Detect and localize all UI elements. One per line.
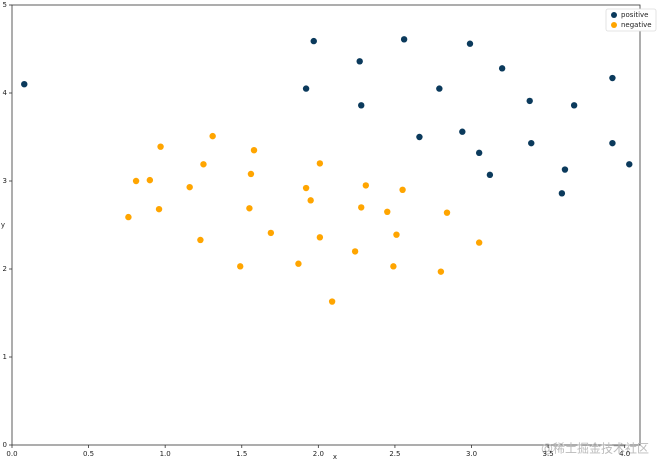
point — [570, 102, 578, 109]
point — [200, 161, 207, 168]
point — [390, 263, 397, 270]
point — [146, 176, 154, 184]
point — [558, 190, 566, 197]
point — [295, 260, 302, 267]
legend-marker — [611, 22, 617, 28]
point — [197, 236, 204, 244]
point — [475, 149, 483, 157]
point — [132, 177, 140, 185]
point — [526, 97, 533, 105]
point — [475, 239, 483, 246]
point — [307, 197, 314, 204]
x-tick-label: 2.0 — [313, 450, 324, 458]
point — [356, 58, 363, 65]
point — [155, 205, 163, 213]
point — [609, 139, 616, 147]
y-axis-label: y — [1, 221, 5, 229]
y-tick-label: 1 — [3, 353, 7, 361]
x-tick-label: 3.5 — [543, 450, 554, 458]
point — [237, 263, 244, 270]
point — [437, 268, 445, 275]
point — [316, 234, 324, 241]
y-tick-label: 2 — [3, 265, 7, 273]
point — [316, 160, 324, 167]
legend-label: positive — [621, 11, 648, 19]
x-tick-label: 1.5 — [236, 450, 247, 458]
x-tick-label: 0.0 — [6, 450, 17, 458]
x-tick-label: 0.5 — [83, 450, 94, 458]
point — [250, 147, 258, 154]
point — [209, 132, 216, 140]
point — [351, 248, 359, 255]
point — [247, 170, 255, 178]
point — [267, 229, 275, 237]
point — [443, 209, 451, 216]
point — [302, 184, 310, 192]
legend-box — [605, 8, 657, 32]
point — [186, 183, 193, 191]
x-tick-label: 1.0 — [160, 450, 171, 458]
point — [358, 102, 365, 109]
legend-label: negative — [621, 21, 652, 29]
y-tick-label: 4 — [3, 89, 8, 97]
point — [416, 133, 423, 141]
point — [157, 143, 164, 150]
legend-marker — [611, 12, 617, 18]
point — [436, 85, 443, 92]
point — [21, 81, 28, 88]
watermark: @稀土掘金技术社区 — [541, 441, 649, 456]
point — [609, 74, 616, 82]
point — [358, 204, 365, 211]
plot-frame — [11, 4, 641, 446]
point — [310, 37, 317, 45]
point — [498, 65, 506, 72]
point — [561, 166, 569, 173]
point — [384, 208, 391, 215]
x-tick-label: 3.0 — [466, 450, 477, 458]
x-tick-label: 4.0 — [619, 450, 630, 458]
point — [528, 139, 535, 147]
point — [125, 213, 132, 221]
point — [302, 85, 310, 92]
y-tick-label: 0 — [3, 441, 7, 449]
point — [328, 298, 336, 305]
point — [400, 36, 408, 43]
point — [459, 128, 466, 135]
y-tick-label: 3 — [3, 177, 7, 185]
point — [362, 182, 370, 189]
point — [393, 231, 400, 238]
point — [246, 205, 253, 212]
x-axis-label: x — [333, 453, 337, 461]
point — [466, 40, 474, 47]
point — [399, 186, 406, 193]
x-tick-label: 2.5 — [389, 450, 400, 458]
y-tick-label: 5 — [3, 1, 7, 9]
point — [626, 161, 633, 168]
point — [486, 171, 494, 179]
